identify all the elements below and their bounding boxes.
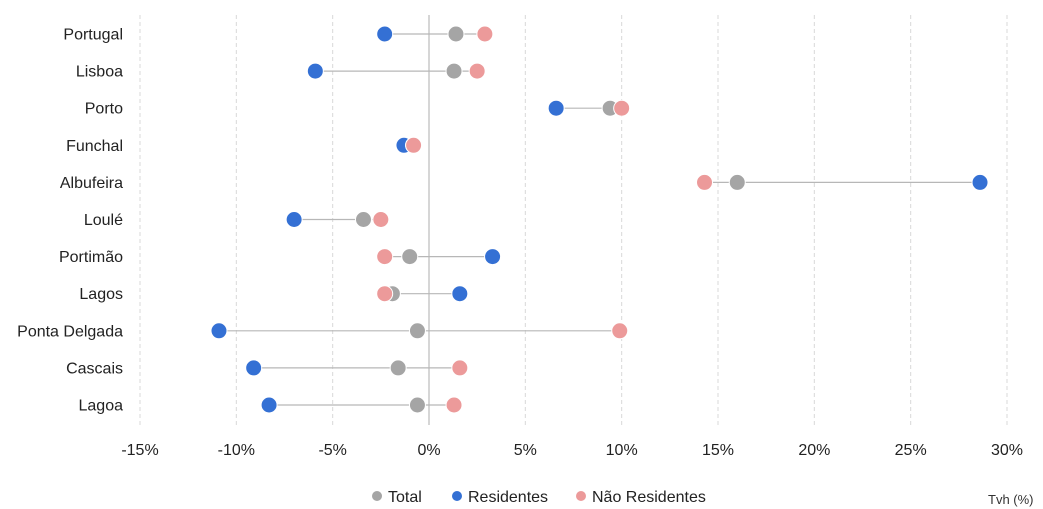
x-tick-label: 20% <box>798 442 830 459</box>
legend-marker-total <box>372 491 382 501</box>
category-label-lisboa: Lisboa <box>76 64 123 81</box>
point-nao-residentes-lisboa <box>468 62 486 80</box>
category-label-albufeira: Albufeira <box>60 175 123 192</box>
category-label-lagoa: Lagoa <box>79 398 124 415</box>
point-total-loule <box>354 211 372 228</box>
point-residentes-lagos <box>451 285 469 303</box>
category-labels: Portugal Lisboa Porto Funchal Albufeira Loulé… <box>17 27 123 415</box>
category-label-cascais: Cascais <box>66 360 123 377</box>
point-nao-residentes-portugal <box>476 25 494 43</box>
legend: Total Residentes Não Residentes <box>372 489 706 506</box>
data-points <box>210 25 989 414</box>
point-residentes-cascais <box>245 359 263 377</box>
point-nao-residentes-lagoa <box>445 396 463 414</box>
x-tick-label: 30% <box>991 442 1023 459</box>
legend-label-residentes: Residentes <box>468 489 548 506</box>
point-residentes-ponta-delgada <box>210 322 228 340</box>
category-label-ponta-delgada: Ponta Delgada <box>17 323 123 340</box>
point-nao-residentes-albufeira <box>696 173 714 191</box>
point-residentes-porto <box>547 99 565 117</box>
x-tick-label: -5% <box>318 442 346 459</box>
legend-marker-residentes <box>452 491 462 501</box>
unit-label: Tvh (%) <box>988 492 1034 507</box>
point-residentes-portugal <box>376 25 394 43</box>
point-nao-residentes-cascais <box>451 359 469 377</box>
point-nao-residentes-loule <box>372 211 390 228</box>
category-label-portimao: Portimão <box>59 249 123 266</box>
point-total-ponta-delgada <box>408 322 426 340</box>
x-tick-label: -10% <box>218 442 255 459</box>
point-residentes-portimao <box>484 248 502 266</box>
point-total-lisboa <box>445 62 463 80</box>
category-label-lagos: Lagos <box>79 286 123 303</box>
x-tick-label: 15% <box>702 442 734 459</box>
legend-label-nao-residentes: Não Residentes <box>592 489 706 506</box>
grid-lines <box>139 15 1008 425</box>
x-tick-label: 5% <box>514 442 537 459</box>
point-nao-residentes-funchal <box>405 136 423 154</box>
category-label-funchal: Funchal <box>66 138 123 155</box>
x-tick-label: 0% <box>417 442 440 459</box>
category-label-loule: Loulé <box>84 212 123 229</box>
x-tick-labels: -15% -10% -5% 0% 5% 10% 15% 20% 25% 30% <box>121 442 1023 459</box>
x-tick-label: -15% <box>121 442 158 459</box>
point-total-albufeira <box>728 173 746 191</box>
connector-lines <box>218 33 981 406</box>
category-label-portugal: Portugal <box>63 27 123 44</box>
legend-label-total: Total <box>388 489 422 506</box>
point-residentes-loule <box>285 211 303 228</box>
point-nao-residentes-porto <box>613 99 631 117</box>
point-total-lagoa <box>408 396 426 414</box>
point-nao-residentes-lagos <box>376 285 394 303</box>
legend-marker-nao-residentes <box>576 491 586 501</box>
point-residentes-albufeira <box>971 173 989 191</box>
point-residentes-lisboa <box>306 62 324 80</box>
point-nao-residentes-ponta-delgada <box>611 322 629 340</box>
x-tick-label: 25% <box>895 442 927 459</box>
point-total-portugal <box>447 25 465 43</box>
point-total-portimao <box>401 248 419 266</box>
x-tick-label: 10% <box>606 442 638 459</box>
category-label-porto: Porto <box>85 101 123 118</box>
point-residentes-lagoa <box>260 396 278 414</box>
point-total-cascais <box>389 359 407 377</box>
point-nao-residentes-portimao <box>376 248 394 266</box>
